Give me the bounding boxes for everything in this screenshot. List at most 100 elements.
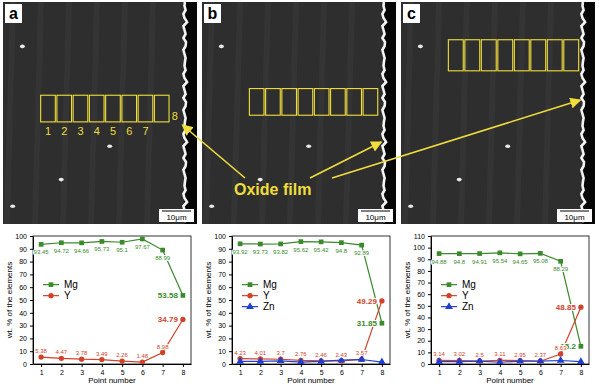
scale-bar (162, 211, 191, 212)
y-tick: 110 (414, 233, 431, 240)
x-tick: 1 (239, 364, 243, 376)
data-label: 94.8 (454, 259, 466, 265)
x-tick: 4 (299, 364, 303, 376)
legend-item: Mg (43, 279, 78, 290)
x-tick-label: 5 (519, 369, 523, 376)
y-tick: 80 (218, 258, 232, 265)
y-tick: 90 (19, 246, 33, 253)
annotation-arrow (182, 125, 245, 178)
legend-marker (48, 293, 53, 298)
x-axis-line (34, 364, 192, 365)
y-tick-mark (30, 300, 33, 301)
marker (558, 259, 563, 264)
x-tick-label: 7 (161, 369, 165, 376)
y-tick-mark (30, 364, 33, 365)
analysis-box (498, 40, 513, 71)
data-label: 3.14 (433, 351, 445, 357)
data-label: 8.63 (555, 345, 567, 351)
x-tick: 6 (539, 364, 543, 376)
annotation-text: Oxide film (234, 181, 311, 198)
legend-marker (247, 293, 252, 298)
data-label: 1.48 (137, 353, 149, 359)
x-tick-label: 4 (299, 369, 303, 376)
x-tick-mark (240, 364, 241, 367)
marker (557, 356, 565, 363)
x-tick-label: 7 (559, 369, 563, 376)
y-tick-mark (428, 317, 431, 318)
series-line (240, 301, 382, 361)
x-tick: 2 (259, 364, 263, 376)
marker (359, 243, 364, 248)
marker (378, 358, 386, 364)
y-tick-label: 20 (417, 337, 425, 344)
marker (297, 358, 305, 364)
x-tick: 8 (579, 364, 583, 376)
plot-frame (232, 236, 390, 364)
micrograph: c10μm (401, 2, 595, 224)
analysis-box (73, 95, 88, 122)
x-tick: 3 (478, 364, 482, 376)
x-tick-mark (183, 364, 184, 367)
y-tick: 10 (417, 349, 431, 356)
x-tick-mark (260, 364, 261, 367)
y-tick-label: 80 (417, 268, 425, 275)
x-tick-mark (581, 364, 582, 367)
y-tick: 100 (413, 244, 431, 251)
y-tick-label: 10 (417, 349, 425, 356)
y-tick-label: 30 (19, 322, 27, 329)
data-label: 94.65 (513, 259, 529, 265)
x-tick-mark (301, 364, 302, 367)
x-tick-label: 2 (60, 369, 64, 376)
y-tick: 50 (19, 297, 33, 304)
marker (558, 351, 563, 356)
legend-label: Mg (462, 279, 476, 290)
data-label: 3.7 (276, 350, 285, 356)
data-labels: 94.8894.894.9195.5494.6595.0888.2915.23.… (432, 258, 577, 358)
x-tick-label: 5 (121, 369, 125, 376)
legend-label: Zn (462, 301, 474, 312)
y-tick-mark (30, 249, 33, 250)
y-axis-line (431, 237, 432, 365)
y-tick-label: 50 (218, 297, 226, 304)
legend-marker (445, 302, 453, 309)
x-tick-mark (163, 364, 164, 367)
marker (140, 237, 145, 242)
marker (100, 239, 105, 244)
y-tick-label: 50 (19, 297, 27, 304)
y-tick-label: 40 (417, 314, 425, 321)
x-tick: 8 (380, 364, 384, 376)
legend-label: Y (263, 290, 270, 301)
analysis-box (106, 95, 121, 122)
legend-label: Mg (64, 279, 78, 290)
y-tick: 40 (417, 314, 431, 321)
y-tick: 50 (417, 303, 431, 310)
marker (160, 350, 165, 355)
y-tick-mark (428, 306, 431, 307)
marker (180, 317, 185, 322)
data-label: 2.95 (514, 352, 526, 358)
marker (457, 251, 462, 256)
analysis-box (564, 40, 579, 71)
y-tick-label: 100 (413, 244, 425, 251)
data-label: 94.88 (432, 259, 448, 265)
legend-label: Zn (263, 301, 275, 312)
texture (318, 2, 324, 224)
data-label: 93.92 (233, 249, 249, 255)
y-tick: 0 (222, 361, 232, 368)
marker (380, 321, 385, 326)
x-tick-label: 6 (539, 369, 543, 376)
texture (433, 2, 439, 224)
y-tick-label: 0 (421, 361, 425, 368)
series-line (439, 307, 581, 361)
marker (59, 240, 64, 245)
x-tick-label: 8 (181, 369, 185, 376)
x-tick-label: 3 (279, 369, 283, 376)
legend: MgYZn (242, 279, 277, 312)
oxide-film (183, 2, 187, 222)
x-tick-mark (341, 364, 342, 367)
marker (39, 242, 44, 247)
resin-area (383, 2, 396, 224)
y-tick-mark (229, 274, 232, 275)
analysis-box (331, 89, 346, 116)
micrograph-ground (202, 2, 396, 224)
